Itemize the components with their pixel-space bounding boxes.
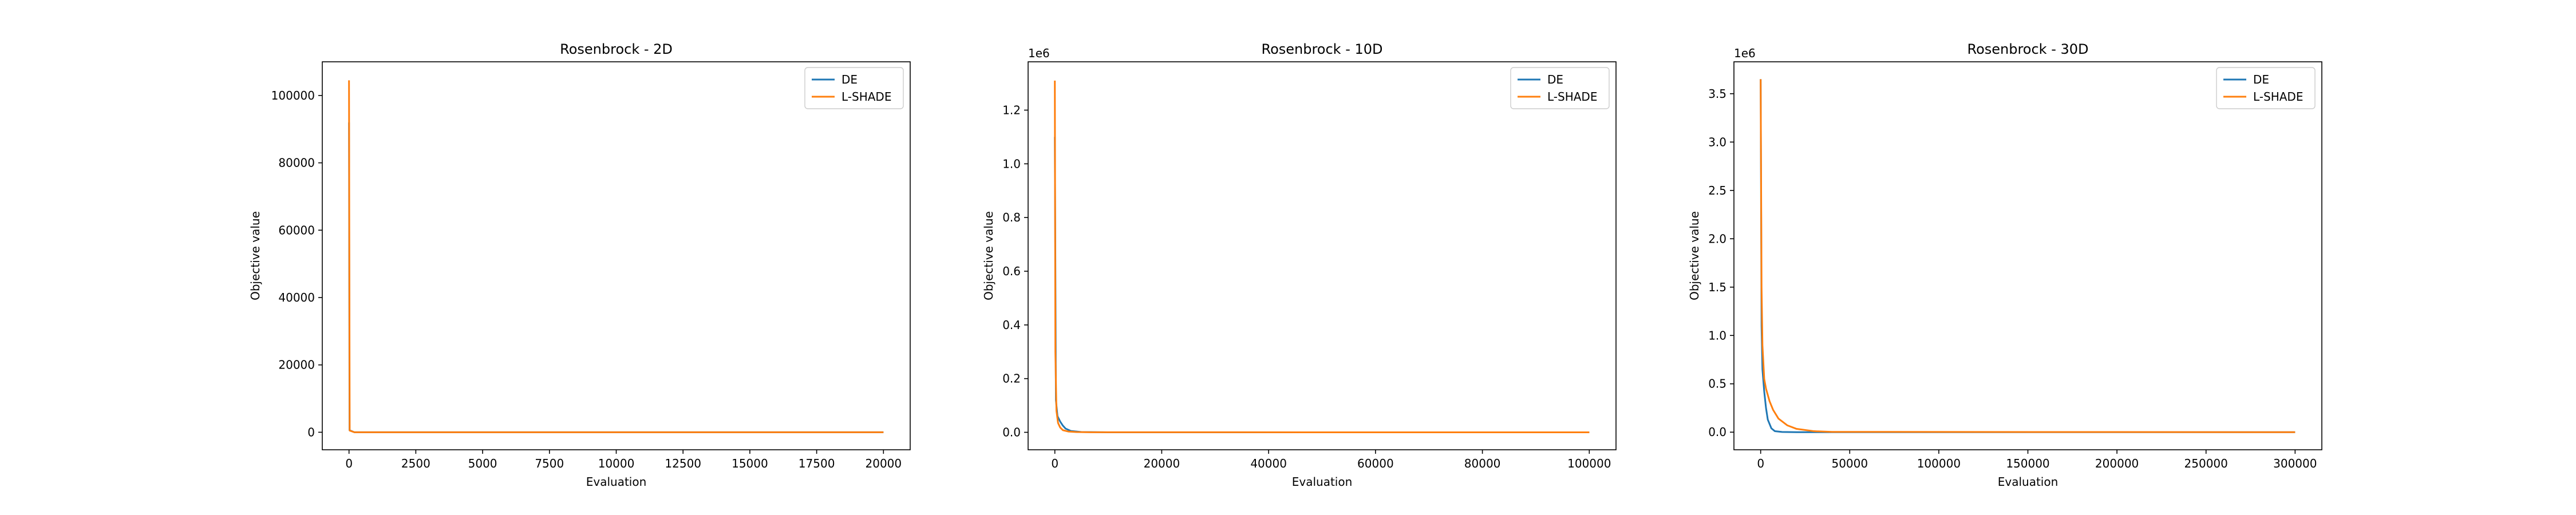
x-tick-label: 80000 <box>1464 457 1501 470</box>
legend-box <box>1510 67 1610 109</box>
x-tick-label: 7500 <box>535 457 564 470</box>
x-tick-label: 0 <box>1757 457 1764 470</box>
x-axis-label: Evaluation <box>586 475 647 489</box>
x-tick-label: 20000 <box>1144 457 1180 470</box>
x-tick-label: 15000 <box>732 457 768 470</box>
y-tick-label: 0.8 <box>1002 211 1021 224</box>
x-tick-label: 0 <box>1051 457 1058 470</box>
chart-title: Rosenbrock - 10D <box>1261 41 1382 57</box>
y-offset-label: 1e6 <box>1734 46 1756 60</box>
legend: DE L-SHADE <box>804 67 904 109</box>
legend-label-l-shade: L-SHADE <box>841 90 891 104</box>
x-tick-label: 100000 <box>1567 457 1611 470</box>
x-tick-label: 20000 <box>866 457 902 470</box>
x-tick-label: 17500 <box>799 457 835 470</box>
legend-label-de: DE <box>2253 73 2269 86</box>
chart-3: Rosenbrock - 30D 0 50000 100000 150000 200000… <box>1688 41 2322 489</box>
y-tick-label: 40000 <box>278 291 315 304</box>
y-tick-label: 1.5 <box>1708 280 1726 294</box>
x-tick-label: 200000 <box>2095 457 2139 470</box>
legend-label-l-shade: L-SHADE <box>2253 90 2303 104</box>
legend-label-l-shade: L-SHADE <box>1547 90 1597 104</box>
x-tick-label: 300000 <box>2273 457 2317 470</box>
y-tick-label: 0.2 <box>1002 372 1021 386</box>
y-axis-label: Objective value <box>982 211 995 300</box>
y-tick-label: 2.0 <box>1708 232 1726 245</box>
legend: DE L-SHADE <box>2216 67 2316 109</box>
y-tick-label: 1.0 <box>1002 157 1021 171</box>
x-tick-label: 10000 <box>598 457 635 470</box>
y-tick-label: 3.0 <box>1708 135 1726 149</box>
legend-label-de: DE <box>841 73 858 86</box>
charts-root: Rosenbrock - 2D 0 2500 5000 7500 10000 12500 15… <box>248 41 2322 489</box>
chart-2: Rosenbrock - 10D 0 20000 40000 60000 80000 100… <box>982 41 1617 489</box>
series-line-l-shade <box>1760 79 2296 433</box>
legend-box <box>804 67 904 109</box>
y-tick-label: 0.0 <box>1708 425 1726 439</box>
x-tick-label: 12500 <box>665 457 701 470</box>
y-tick-label: 0.5 <box>1708 377 1726 391</box>
x-tick-label: 60000 <box>1357 457 1394 470</box>
chart-title: Rosenbrock - 2D <box>560 41 673 57</box>
y-tick-label: 3.5 <box>1708 87 1726 101</box>
y-offset-label: 1e6 <box>1028 46 1050 60</box>
plot-frame <box>1028 61 1617 450</box>
x-tick-label: 5000 <box>468 457 497 470</box>
x-tick-label: 50000 <box>1831 457 1868 470</box>
legend-label-de: DE <box>1547 73 1563 86</box>
series-line-l-shade <box>348 80 884 433</box>
y-tick-label: 0.0 <box>1002 426 1021 439</box>
x-tick-label: 0 <box>345 457 353 470</box>
y-tick-label: 20000 <box>278 358 315 372</box>
y-axis-label: Objective value <box>248 211 262 300</box>
y-tick-label: 100000 <box>271 89 315 102</box>
chart-title: Rosenbrock - 30D <box>1967 41 2088 57</box>
x-axis-label: Evaluation <box>1292 475 1353 489</box>
x-tick-label: 100000 <box>1917 457 1961 470</box>
y-tick-label: 80000 <box>278 156 315 170</box>
x-tick-label: 40000 <box>1250 457 1287 470</box>
y-tick-label: 2.5 <box>1708 184 1726 197</box>
legend-box <box>2216 67 2316 109</box>
y-tick-label: 0.6 <box>1002 264 1021 278</box>
y-tick-label: 1.0 <box>1708 328 1726 342</box>
legend: DE L-SHADE <box>1510 67 1610 109</box>
x-tick-label: 250000 <box>2184 457 2228 470</box>
chart-1: Rosenbrock - 2D 0 2500 5000 7500 10000 12500 15… <box>248 41 911 489</box>
x-tick-label: 150000 <box>2006 457 2049 470</box>
y-axis-label: Objective value <box>1688 211 1701 300</box>
x-tick-label: 2500 <box>401 457 430 470</box>
series-line-l-shade <box>1054 80 1590 433</box>
y-tick-label: 0 <box>307 425 315 439</box>
y-tick-label: 0.4 <box>1002 318 1021 332</box>
x-axis-label: Evaluation <box>1998 475 2059 489</box>
y-tick-label: 60000 <box>278 223 315 237</box>
y-tick-label: 1.2 <box>1002 103 1021 117</box>
